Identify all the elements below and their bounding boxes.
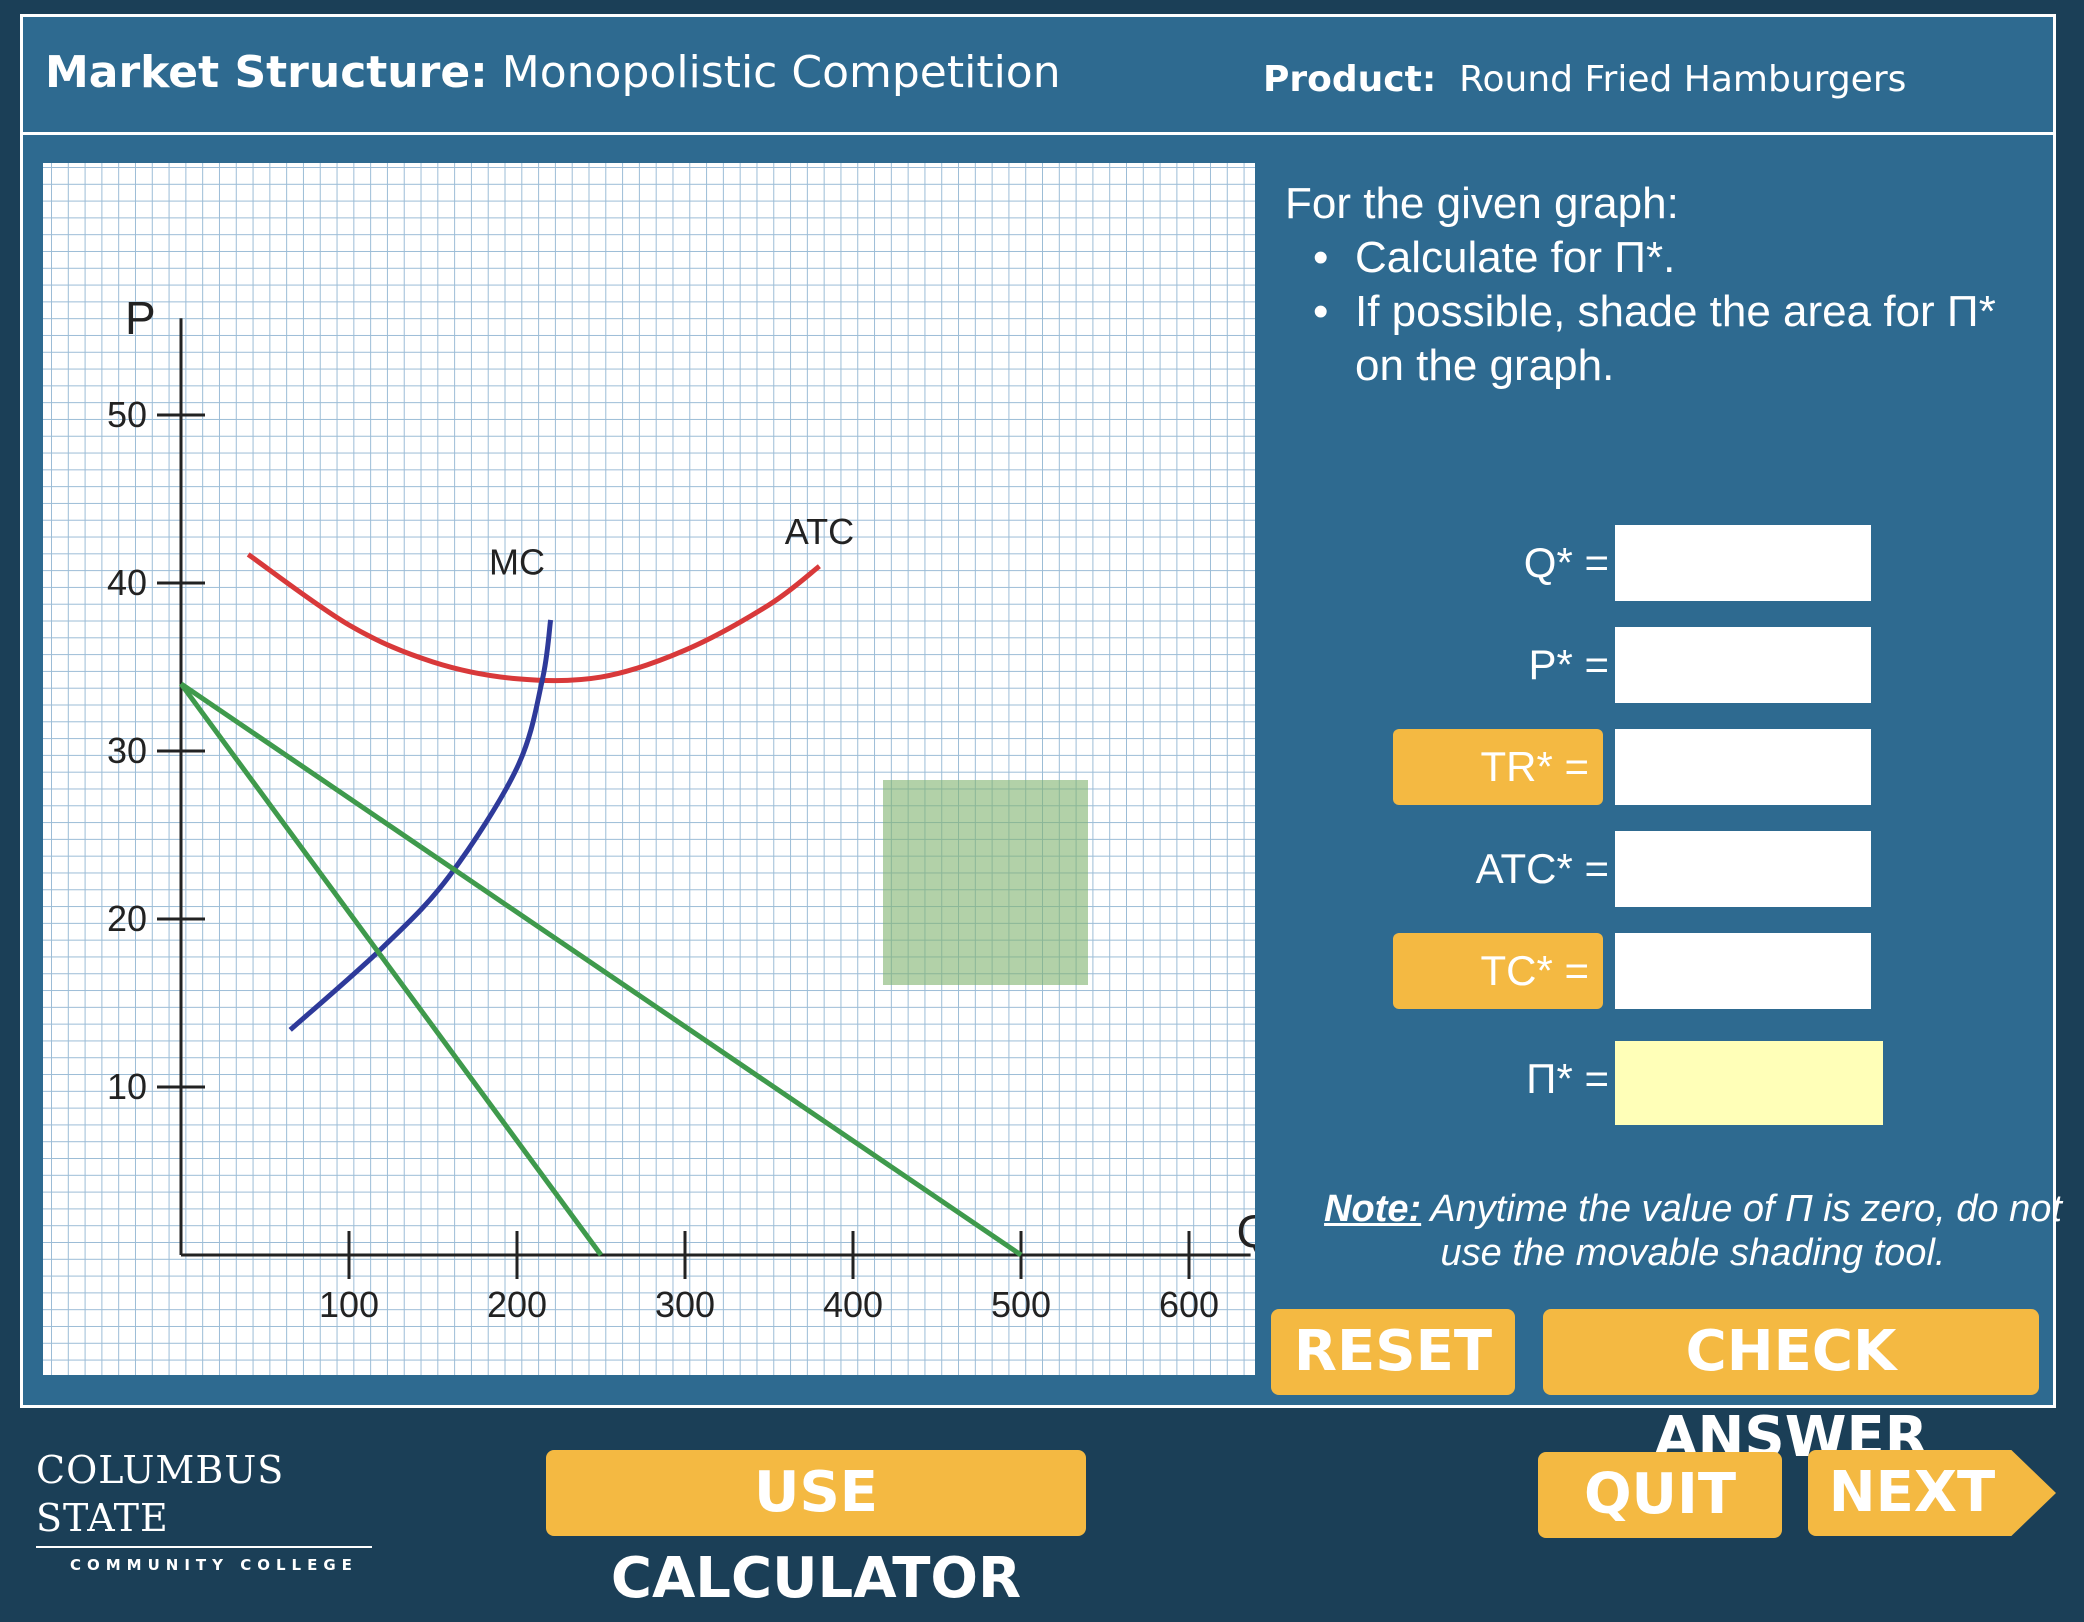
tc-star-input[interactable] — [1615, 933, 1871, 1009]
instruction-bullet: Calculate for Π*. — [1285, 231, 2045, 285]
x-tick-label: 300 — [655, 1284, 715, 1325]
instructions-list: Calculate for Π*. If possible, shade the… — [1285, 231, 2045, 393]
mc-curve-label: MC — [489, 542, 545, 583]
y-tick-label: 30 — [107, 730, 147, 771]
atc-curve-label: ATC — [785, 511, 854, 552]
use-calculator-button[interactable]: USE CALCULATOR — [546, 1450, 1086, 1611]
y-tick-label: 20 — [107, 898, 147, 939]
tr-star-label: TR* = — [1393, 729, 1603, 805]
demand-curve — [179, 681, 1023, 1258]
mr-curve — [178, 682, 604, 1257]
x-tick-label: 100 — [319, 1284, 379, 1325]
instructions-intro: For the given graph: — [1285, 179, 1679, 228]
y-tick-label: 40 — [107, 562, 147, 603]
product-label: Product: — [1263, 59, 1437, 100]
graph-svg: 10 20 30 40 50 100 200 300 400 500 600 P Q ATC MC — [107, 292, 1255, 1325]
y-axis-label: P — [125, 292, 156, 344]
instructions: For the given graph: Calculate for Π*. I… — [1285, 177, 2045, 393]
note-label: Note: — [1324, 1188, 1422, 1230]
market-structure: Market Structure: Monopolistic Competiti… — [45, 47, 1061, 98]
x-tick-label: 200 — [487, 1284, 547, 1325]
y-tick-label: 50 — [107, 394, 147, 435]
q-star-label: Q* = — [1523, 539, 1609, 586]
profit-star-input[interactable] — [1615, 1041, 1883, 1125]
product: Product: Round Fried Hamburgers — [1263, 59, 1906, 100]
instruction-bullet: If possible, shade the area for Π* on th… — [1285, 285, 2045, 393]
p-star-input[interactable] — [1615, 627, 1871, 703]
tc-star-label: TC* = — [1393, 933, 1603, 1009]
atc-star-label: ATC* = — [1475, 845, 1609, 892]
p-star-label: P* = — [1528, 641, 1609, 688]
mc-curve — [288, 619, 554, 1032]
x-axis-label: Q — [1237, 1205, 1255, 1257]
header-bar: Market Structure: Monopolistic Competiti… — [23, 17, 2053, 135]
check-answer-button[interactable]: CHECK ANSWER — [1543, 1309, 2039, 1470]
main-panel: Market Structure: Monopolistic Competiti… — [20, 14, 2062, 1470]
market-structure-value: Monopolistic Competition — [501, 47, 1061, 98]
logo-sub: COMMUNITY COLLEGE — [70, 1556, 358, 1574]
atc-star-input[interactable] — [1615, 831, 1871, 907]
q-star-input[interactable] — [1615, 525, 1871, 601]
next-button[interactable]: NEXT — [1808, 1450, 2056, 1536]
x-tick-label: 400 — [823, 1284, 883, 1325]
logo-divider — [36, 1546, 372, 1548]
note: Note: Anytime the value of Π is zero, do… — [1313, 1187, 2073, 1275]
quit-button[interactable]: QUIT — [1538, 1452, 1782, 1538]
market-structure-label: Market Structure: — [45, 47, 488, 98]
note-text: Anytime the value of Π is zero, do not u… — [1421, 1188, 2062, 1274]
movable-shading-tool[interactable] — [883, 780, 1088, 985]
y-tick-label: 10 — [107, 1066, 147, 1107]
graph-area: 10 20 30 40 50 100 200 300 400 500 600 P Q ATC MC — [43, 163, 1255, 1375]
x-tick-label: 500 — [991, 1284, 1051, 1325]
profit-star-label: Π* = — [1526, 1055, 1609, 1102]
columbus-state-logo: COLUMBUS STATE COMMUNITY COLLEGE — [36, 1446, 372, 1574]
product-value: Round Fried Hamburgers — [1459, 59, 1907, 100]
reset-button[interactable]: RESET — [1271, 1309, 1515, 1395]
x-tick-label: 600 — [1159, 1284, 1219, 1325]
tr-star-input[interactable] — [1615, 729, 1871, 805]
logo-name: COLUMBUS STATE — [36, 1448, 285, 1540]
